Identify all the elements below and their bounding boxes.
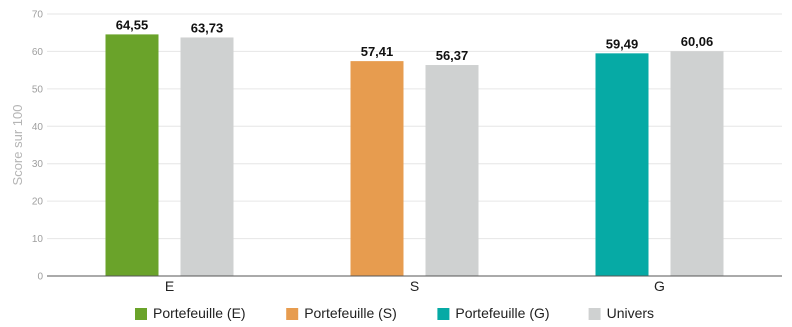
legend-label: Portefeuille (G) <box>455 305 549 321</box>
y-axis-ticks: 0 10 20 30 40 50 60 70 <box>32 10 44 283</box>
legend-label: Univers <box>607 305 654 321</box>
y-axis-label: Score sur 100 <box>10 105 25 186</box>
x-category-label: S <box>410 278 419 294</box>
legend-label: Portefeuille (E) <box>153 305 246 321</box>
y-tick-label: 50 <box>32 84 44 95</box>
legend-swatch <box>588 308 601 320</box>
bar <box>350 61 404 276</box>
bars <box>105 34 724 277</box>
y-tick-label: 30 <box>32 159 44 170</box>
legend-label: Portefeuille (S) <box>304 305 397 321</box>
x-category-label: E <box>165 278 174 294</box>
bar <box>595 53 649 276</box>
y-tick-label: 40 <box>32 122 44 133</box>
legend-swatch <box>135 308 147 320</box>
gridlines <box>47 13 782 240</box>
y-tick-label: 10 <box>32 234 44 245</box>
bar <box>180 37 234 276</box>
bar <box>425 65 479 277</box>
data-label: 57,41 <box>361 44 394 59</box>
data-label: 63,73 <box>191 20 224 35</box>
bar <box>105 34 159 276</box>
data-label: 59,49 <box>606 36 639 51</box>
y-tick-label: 20 <box>32 197 44 208</box>
data-label: 64,55 <box>116 17 149 32</box>
data-labels: 64,55 63,73 57,41 56,37 59,49 60,06 <box>116 17 714 63</box>
x-category-label: G <box>654 278 665 294</box>
y-tick-label: 60 <box>32 47 44 58</box>
legend: Portefeuille (E) Portefeuille (S) Portefeu… <box>135 305 654 321</box>
data-label: 60,06 <box>681 34 714 49</box>
bar <box>670 51 724 277</box>
legend-swatch <box>437 308 450 320</box>
legend-swatch <box>286 308 299 320</box>
y-tick-label: 0 <box>37 272 43 283</box>
y-tick-label: 70 <box>32 10 44 21</box>
data-label: 56,37 <box>436 48 469 63</box>
